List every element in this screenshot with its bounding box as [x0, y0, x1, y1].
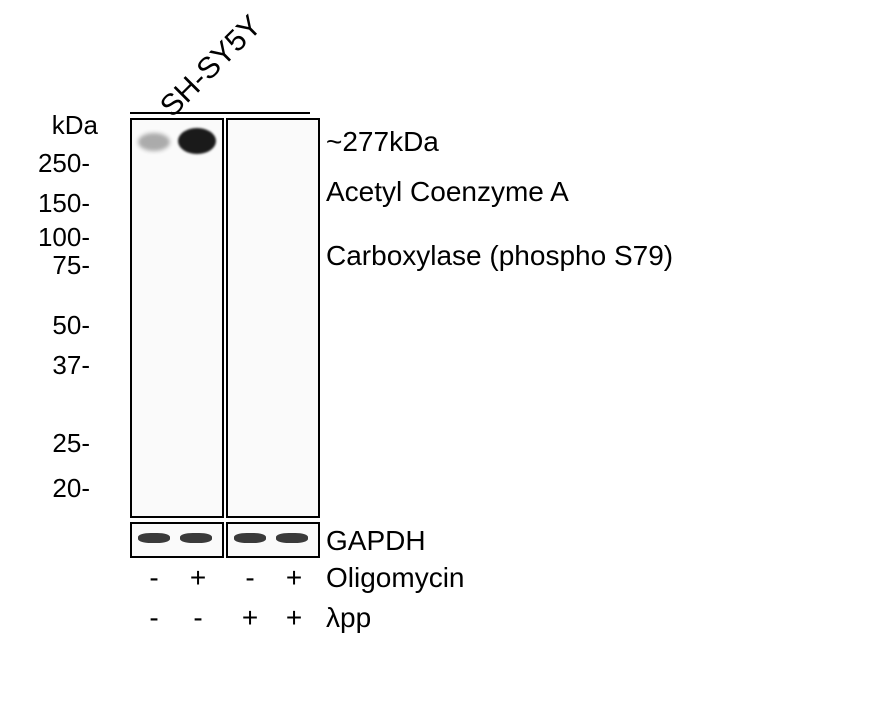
gapdh-band-3 [234, 533, 266, 543]
lpp-mark-1: - [144, 602, 164, 634]
oligo-mark-3: - [240, 562, 260, 594]
sample-label: SH-SY5Y [154, 9, 269, 124]
target-label-2: Carboxylase (phospho S79) [326, 240, 673, 272]
gapdh-band-2 [180, 533, 212, 543]
target-label-1: Acetyl Coenzyme A [326, 176, 569, 208]
oligo-mark-1: - [144, 562, 164, 594]
mw-75: 75- [52, 250, 90, 281]
unit-label: kDa [52, 110, 98, 141]
blot-figure: kDa 250- 150- 100- 75- 50- 37- 25- 20- S… [20, 20, 870, 700]
gapdh-band-1 [138, 533, 170, 543]
mw-20: 20- [52, 473, 90, 504]
gapdh-band-4 [276, 533, 308, 543]
mw-37: 37- [52, 350, 90, 381]
blot-panel-left [130, 118, 224, 518]
mw-50: 50- [52, 310, 90, 341]
mw-100: 100- [38, 222, 90, 253]
oligomycin-label: Oligomycin [326, 562, 464, 594]
oligo-mark-4: + [284, 562, 304, 594]
band-lane2 [178, 128, 216, 154]
mw-250: 250- [38, 148, 90, 179]
mw-150: 150- [38, 188, 90, 219]
band-lane1 [138, 133, 170, 151]
oligo-mark-2: + [188, 562, 208, 594]
lpp-mark-3: + [240, 602, 260, 634]
lpp-mark-2: - [188, 602, 208, 634]
gapdh-label: GAPDH [326, 525, 426, 557]
band-size-label: ~277kDa [326, 126, 439, 158]
lpp-mark-4: + [284, 602, 304, 634]
blot-panel-right [226, 118, 320, 518]
lambda-pp-label: λpp [326, 602, 371, 634]
mw-25: 25- [52, 428, 90, 459]
sample-line [130, 112, 310, 114]
